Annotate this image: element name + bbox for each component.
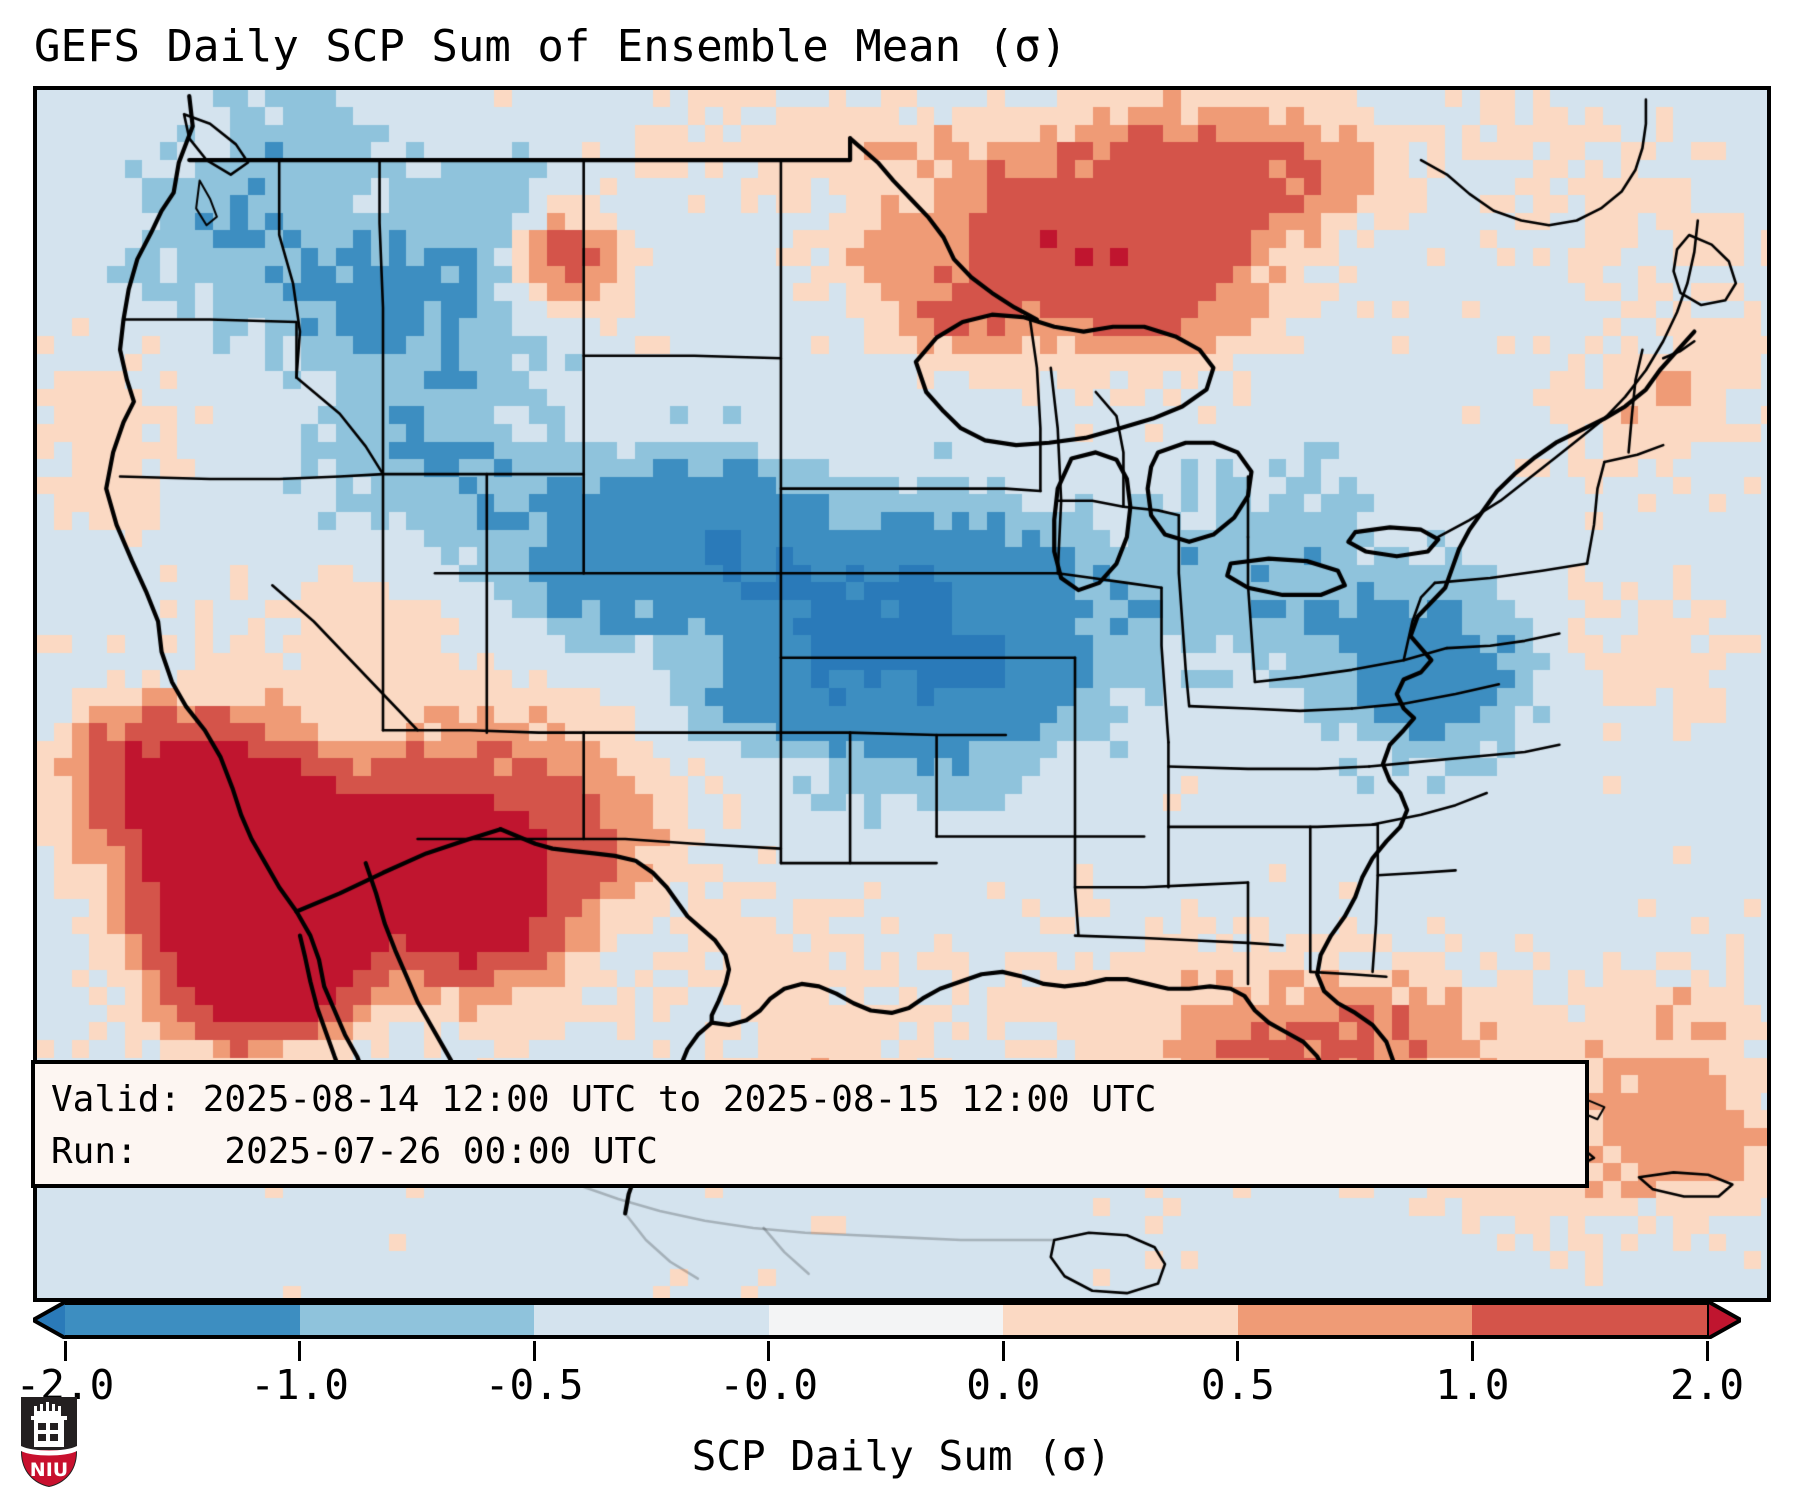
colorbar-segment-4 — [1003, 1305, 1238, 1335]
colorbar-segment-0 — [65, 1305, 300, 1335]
colorbar-segment-3 — [768, 1305, 1004, 1335]
colorbar-tick-6 — [1470, 1341, 1474, 1361]
run-time-line: Run: 2025-07-26 00:00 UTC — [51, 1131, 658, 1172]
colorbar-tick-label-6: 1.0 — [1435, 1361, 1510, 1409]
colorbar-extend-over-arrow — [1707, 1301, 1745, 1339]
colorbar-tick-label-7: 2.0 — [1669, 1361, 1745, 1409]
colorbar-tick-0 — [63, 1341, 67, 1361]
colorbar-segment-6 — [1472, 1305, 1707, 1335]
niu-logo-text: NIU — [30, 1459, 68, 1481]
title-prefix: GEFS Daily SCP Sum of Ensemble Mean (σ) — [34, 21, 1068, 72]
colorbar: -2.0 -1.0 -0.5 -0.0 0.0 0.5 1.0 2.0 — [16, 1293, 1773, 1409]
colorbar-tick-5 — [1236, 1341, 1240, 1361]
colorbar-segment-5 — [1237, 1305, 1473, 1335]
colorbar-tick-4 — [1001, 1341, 1005, 1361]
colorbar-tick-3 — [767, 1341, 771, 1361]
colorbar-axis-label: SCP Daily Sum (σ) — [0, 1428, 1803, 1484]
colorbar-tick-7 — [1705, 1341, 1709, 1361]
colorbar-tick-label-3: -0.0 — [719, 1361, 819, 1409]
niu-shield-icon: NIU — [21, 1397, 77, 1487]
colorbar-segment-1 — [299, 1305, 535, 1335]
colorbar-extend-under-arrow — [33, 1301, 71, 1339]
colorbar-tick-1 — [298, 1341, 302, 1361]
colorbar-tick-label-1: -1.0 — [250, 1361, 349, 1409]
colorbar-tick-label-2: -0.5 — [484, 1361, 584, 1409]
colorbar-gradient — [65, 1301, 1707, 1339]
colorbar-axis-label-text: SCP Daily Sum (σ) — [691, 1432, 1112, 1480]
colorbar-segment-2 — [534, 1305, 769, 1335]
colorbar-tick-2 — [532, 1341, 536, 1361]
page-title: GEFS Daily SCP Sum of Ensemble Mean (σ) — [34, 16, 1534, 78]
colorbar-tick-labels: -2.0 -1.0 -0.5 -0.0 0.0 0.5 1.0 2.0 — [16, 1359, 1773, 1419]
colorbar-tick-label-4: 0.0 — [966, 1361, 1041, 1409]
valid-time-line: Valid: 2025-08-14 12:00 UTC to 2025-08-1… — [51, 1079, 1157, 1120]
colorbar-tick-label-5: 0.5 — [1200, 1361, 1275, 1409]
forecast-info-box: Valid: 2025-08-14 12:00 UTC to 2025-08-1… — [31, 1060, 1589, 1188]
colorbar-ticks — [33, 1341, 1773, 1363]
niu-logo: NIU — [18, 1394, 80, 1490]
